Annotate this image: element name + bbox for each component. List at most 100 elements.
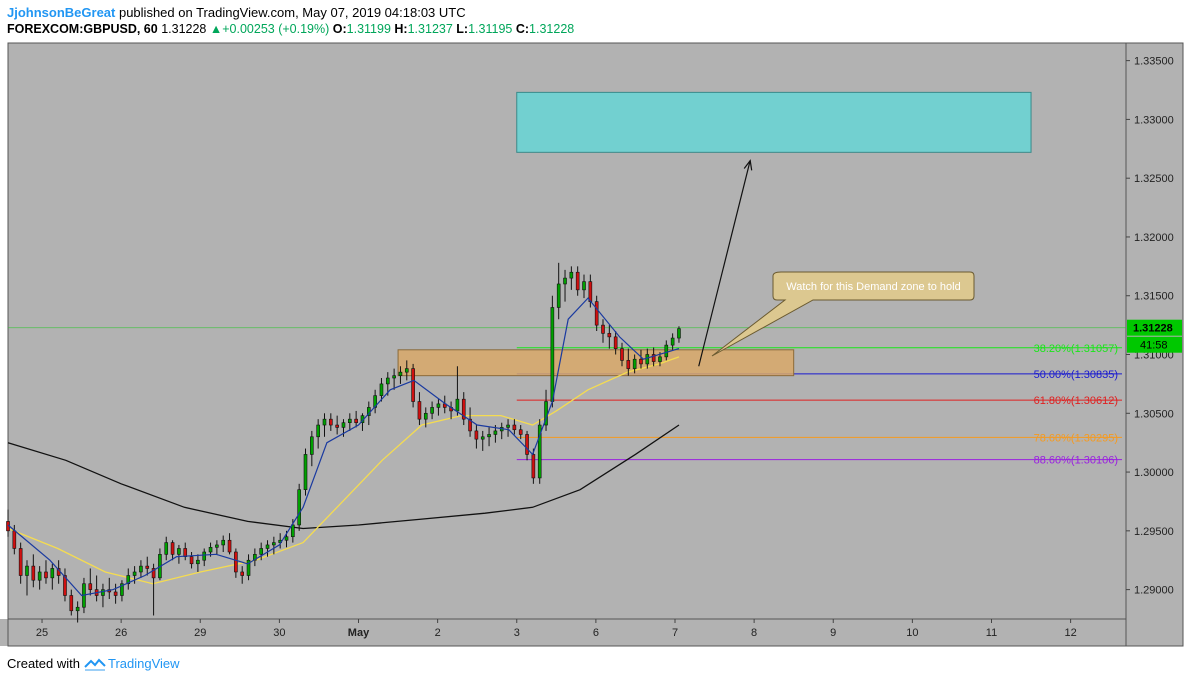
- candle[interactable]: [512, 419, 517, 435]
- candle[interactable]: [348, 413, 352, 431]
- candle[interactable]: [170, 540, 175, 561]
- candle[interactable]: [303, 448, 308, 496]
- candle[interactable]: [423, 407, 428, 428]
- candle[interactable]: [392, 368, 396, 390]
- candle[interactable]: [626, 348, 631, 376]
- candle-body: [651, 354, 656, 362]
- time-axis-area[interactable]: [0, 619, 1126, 646]
- candle[interactable]: [670, 333, 675, 350]
- candle-body: [398, 371, 403, 376]
- candle[interactable]: [404, 360, 409, 381]
- candle-body: [272, 542, 276, 546]
- candle[interactable]: [215, 540, 219, 555]
- candle[interactable]: [50, 563, 55, 590]
- candle[interactable]: [31, 554, 36, 588]
- candle[interactable]: [550, 295, 555, 408]
- candle[interactable]: [189, 551, 194, 569]
- close-value: 1.31228: [529, 22, 575, 36]
- candle[interactable]: [537, 419, 542, 484]
- candle[interactable]: [525, 430, 529, 461]
- candle[interactable]: [639, 349, 643, 369]
- candle[interactable]: [297, 483, 301, 531]
- candle[interactable]: [411, 363, 415, 408]
- candle[interactable]: [246, 554, 251, 581]
- candle[interactable]: [632, 354, 637, 374]
- candle[interactable]: [37, 566, 42, 590]
- x-tick-label: 2: [435, 627, 441, 639]
- candle[interactable]: [487, 427, 491, 447]
- candle[interactable]: [151, 563, 156, 616]
- candle[interactable]: [594, 295, 599, 331]
- candle[interactable]: [126, 568, 131, 590]
- candle[interactable]: [575, 266, 580, 296]
- candle[interactable]: [316, 419, 320, 449]
- candle[interactable]: [379, 378, 384, 402]
- candle[interactable]: [620, 342, 624, 367]
- candle-body: [411, 368, 415, 402]
- target-zone[interactable]: [516, 91, 1032, 153]
- tradingview-brand-link[interactable]: TradingView: [107, 656, 180, 671]
- candle[interactable]: [202, 548, 207, 567]
- candle-body: [297, 489, 301, 526]
- candle[interactable]: [329, 413, 333, 431]
- candle[interactable]: [506, 419, 510, 437]
- candle-body: [265, 544, 270, 549]
- demand-zone[interactable]: [397, 349, 795, 377]
- candle[interactable]: [221, 535, 226, 552]
- candle[interactable]: [455, 366, 460, 416]
- candle[interactable]: [240, 566, 245, 584]
- candle[interactable]: [113, 583, 118, 604]
- candle[interactable]: [259, 542, 263, 561]
- candle[interactable]: [607, 325, 612, 349]
- candle[interactable]: [436, 399, 441, 416]
- candle[interactable]: [63, 568, 67, 602]
- projection-arrow-line[interactable]: [698, 160, 751, 367]
- candle[interactable]: [468, 407, 472, 437]
- candle[interactable]: [25, 560, 29, 596]
- candle[interactable]: [531, 448, 536, 484]
- candle[interactable]: [613, 331, 618, 355]
- candle[interactable]: [139, 560, 143, 578]
- candle[interactable]: [518, 425, 523, 440]
- candle[interactable]: [556, 262, 561, 320]
- close-label: C:: [515, 22, 530, 36]
- candle[interactable]: [480, 430, 485, 451]
- x-tick-label: 8: [751, 627, 757, 639]
- candle[interactable]: [335, 415, 339, 435]
- candle[interactable]: [177, 544, 181, 564]
- candle-body: [164, 542, 169, 555]
- candle[interactable]: [120, 580, 124, 602]
- candle[interactable]: [132, 566, 137, 584]
- candle[interactable]: [265, 540, 270, 557]
- candle[interactable]: [69, 589, 74, 616]
- candle[interactable]: [664, 340, 669, 361]
- candle[interactable]: [398, 366, 403, 384]
- candle[interactable]: [272, 536, 276, 555]
- candle[interactable]: [145, 556, 150, 576]
- candle[interactable]: [354, 410, 358, 428]
- candle[interactable]: [417, 392, 422, 426]
- candle[interactable]: [430, 401, 434, 420]
- candle[interactable]: [196, 554, 200, 572]
- candle[interactable]: [601, 319, 605, 343]
- candle[interactable]: [88, 568, 93, 596]
- candle[interactable]: [474, 425, 479, 449]
- candle[interactable]: [322, 413, 327, 437]
- candle[interactable]: [677, 326, 681, 343]
- annotation-callout[interactable]: [711, 271, 975, 357]
- author-name[interactable]: JjohnsonBeGreat: [7, 5, 116, 20]
- candle[interactable]: [227, 533, 232, 555]
- candle[interactable]: [234, 548, 238, 578]
- candle[interactable]: [44, 560, 48, 584]
- candle[interactable]: [164, 536, 169, 561]
- candle[interactable]: [101, 583, 105, 608]
- candle[interactable]: [582, 274, 586, 299]
- candle[interactable]: [75, 601, 80, 623]
- candle[interactable]: [563, 269, 567, 302]
- candle[interactable]: [651, 347, 656, 367]
- candle[interactable]: [461, 392, 466, 426]
- candle[interactable]: [569, 266, 574, 290]
- candle[interactable]: [18, 542, 23, 584]
- candle[interactable]: [310, 430, 314, 467]
